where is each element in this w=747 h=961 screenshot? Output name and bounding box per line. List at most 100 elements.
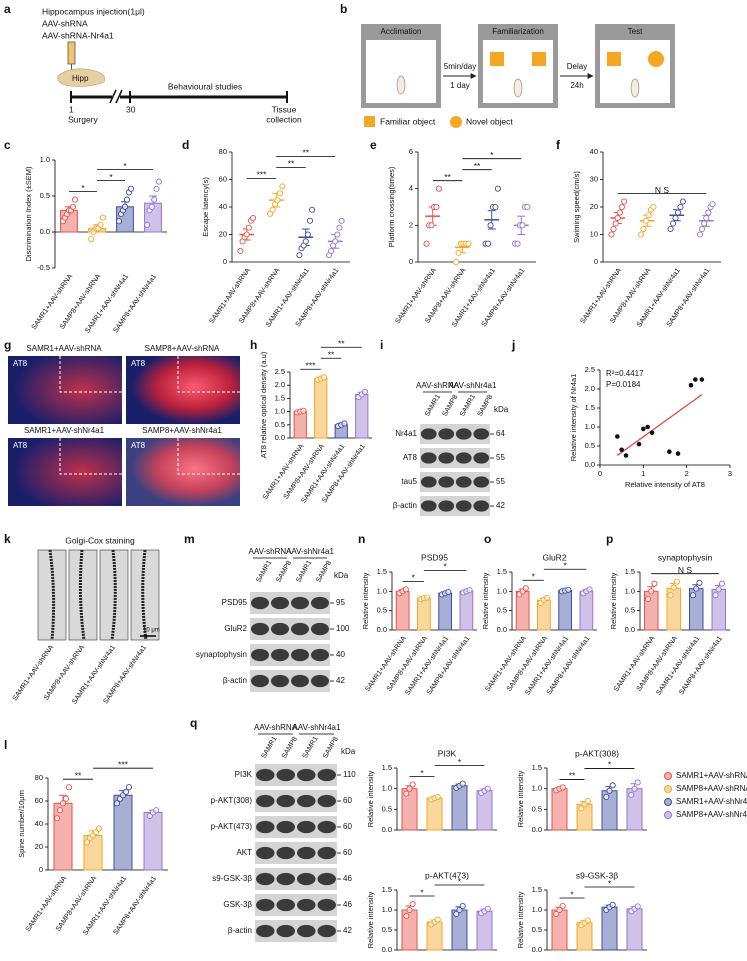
bar: [113, 794, 133, 871]
brain: [57, 68, 106, 87]
data-point: [565, 586, 572, 593]
blot-band: [251, 674, 269, 688]
mouse: [513, 78, 523, 98]
blot-band: [438, 476, 455, 488]
data-point: [634, 779, 641, 786]
blot-band: [291, 622, 309, 636]
chart-title: PSD95: [421, 552, 448, 562]
y-axis-label: Relative intensity: [516, 891, 525, 948]
lane-label: SAMR1: [302, 735, 320, 759]
y-axis-label: Platform crossing(times): [387, 166, 396, 247]
x-tick-label: SAMP8+AAV-shRNA: [386, 635, 429, 693]
stage-label: Familiarization: [492, 27, 544, 36]
step-label: 1 day: [450, 81, 470, 90]
significance-label: *: [109, 172, 113, 182]
blot-strip: [250, 670, 330, 692]
bar: [459, 590, 474, 631]
y-axis-label: Relative intensity: [361, 572, 370, 629]
lane-label: SAMR1: [261, 735, 279, 759]
data-point: [670, 584, 677, 591]
data-point: [409, 781, 416, 788]
row-label: AKT: [236, 848, 252, 857]
data-point: [610, 225, 617, 233]
data-point: [679, 198, 686, 205]
blot-strip: [250, 592, 330, 614]
data-point: [636, 441, 642, 447]
annotation: R²=0.4417: [606, 369, 644, 378]
data-point: [113, 800, 121, 807]
blot-band: [311, 596, 329, 610]
significance-label: *: [420, 887, 424, 897]
data-point: [151, 196, 158, 203]
kda-label: kDa: [334, 571, 349, 580]
kda-label: kDa: [341, 747, 356, 756]
y-tick-label: 1.0: [532, 905, 542, 914]
blot-band: [473, 452, 490, 464]
y-tick-label: 4: [409, 184, 413, 193]
blot-band: [420, 476, 437, 488]
data-point: [690, 592, 697, 599]
y-tick-label: 0.0: [585, 460, 595, 469]
data-point: [705, 209, 712, 216]
data-point: [97, 221, 104, 228]
data-point: [619, 447, 624, 453]
blot-strip: [255, 868, 337, 890]
panel-letter: b: [340, 2, 347, 16]
familiar-object: [532, 52, 546, 66]
data-point: [648, 588, 655, 595]
blot-band: [297, 898, 316, 912]
lane-label: SAMP8: [322, 736, 340, 760]
y-tick-label: 0.0: [275, 433, 285, 442]
significance-label: **: [302, 148, 309, 158]
panel-a: a Hippocampus injection(1μl) AAV-shRNA A…: [4, 2, 302, 124]
data-point: [428, 222, 435, 229]
x-tick-label: SAMP8+AAV-shNr4a1: [321, 443, 367, 504]
y-tick-label: 0.5: [377, 606, 387, 615]
row-label: GluR2: [224, 624, 247, 633]
data-point: [641, 426, 646, 432]
data-point: [614, 214, 621, 222]
blot-band: [473, 428, 490, 440]
blot-band: [311, 648, 329, 662]
image-label: SAMP8+AAV-shNr4a1: [142, 426, 222, 435]
image-label: SAMR1+AAV-shNr4a1: [24, 426, 105, 435]
data-point: [621, 198, 628, 205]
y-tick-label: 0.5: [532, 804, 542, 813]
data-point: [327, 247, 335, 255]
data-point: [608, 231, 615, 238]
data-point: [645, 424, 650, 430]
lane-label: SAMR1: [459, 393, 477, 417]
data-point: [693, 585, 700, 592]
blot-strip: [420, 424, 490, 444]
data-point: [606, 787, 613, 794]
micrograph: [126, 438, 240, 506]
day-label: 30: [126, 104, 136, 114]
chart-title: p-AKT(473): [425, 870, 469, 880]
scale-label: 10 μm: [143, 628, 160, 634]
data-point: [338, 217, 345, 224]
bar: [626, 908, 643, 951]
y-axis-label: Discrimination Index (±SEM): [24, 166, 33, 261]
region-label: Hipp: [72, 74, 89, 83]
data-point: [276, 190, 283, 197]
significance-label: *: [443, 562, 447, 572]
blot-band: [473, 500, 490, 512]
row-label: synaptophysin: [196, 650, 247, 659]
y-tick-label: 1.5: [497, 567, 507, 576]
inset-outline: [59, 356, 240, 475]
data-point: [59, 800, 67, 807]
data-point: [296, 252, 303, 259]
data-point: [584, 917, 591, 924]
y-tick-label: 1.0: [532, 784, 542, 793]
data-point: [559, 902, 566, 910]
data-point: [556, 906, 563, 914]
significance-label: *: [608, 878, 612, 888]
data-point: [155, 178, 162, 185]
significance-label: N S: [655, 185, 670, 195]
significance-label: *: [458, 757, 462, 767]
legend-label: SAMR1+AAV-shRNA: [676, 771, 747, 780]
blot-band: [271, 596, 289, 610]
y-tick-label: 2.5: [275, 367, 285, 376]
panel-letter: c: [4, 138, 11, 152]
blot-band: [256, 846, 275, 860]
